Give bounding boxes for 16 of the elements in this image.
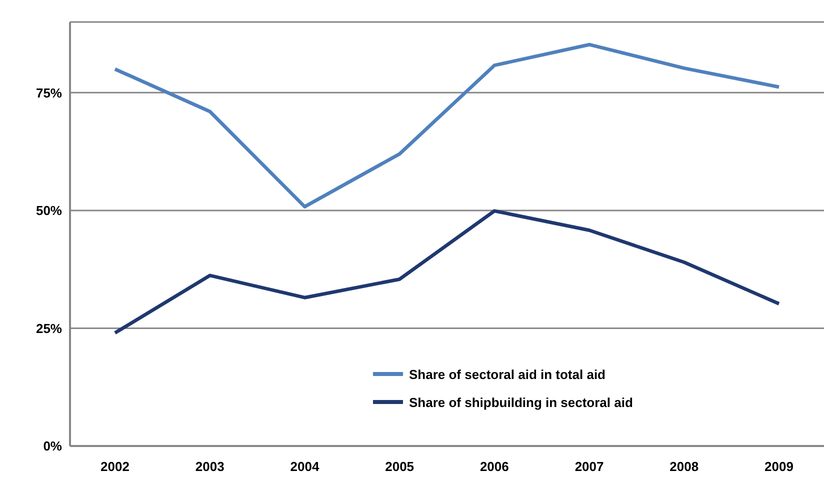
x-tick-label: 2006 — [480, 459, 509, 474]
x-tick-label: 2008 — [670, 459, 699, 474]
legend-label: Share of shipbuilding in sectoral aid — [409, 394, 633, 410]
y-tick-label: 75% — [36, 85, 62, 100]
line-series — [113, 209, 781, 335]
x-tick-label: 2004 — [290, 459, 320, 474]
y-tick-label: 25% — [36, 320, 62, 336]
x-tick-label: 2005 — [385, 459, 414, 474]
y-tick-label: 0% — [43, 438, 62, 454]
x-tick-label: 2003 — [195, 459, 224, 474]
legend-label: Share of sectoral aid in total aid — [409, 366, 606, 382]
x-tick-label: 2009 — [764, 459, 794, 474]
line-series — [113, 42, 781, 208]
y-tick-label: 50% — [36, 203, 62, 218]
x-tick-label: 2002 — [100, 459, 130, 474]
x-tick-label: 2007 — [574, 459, 604, 474]
